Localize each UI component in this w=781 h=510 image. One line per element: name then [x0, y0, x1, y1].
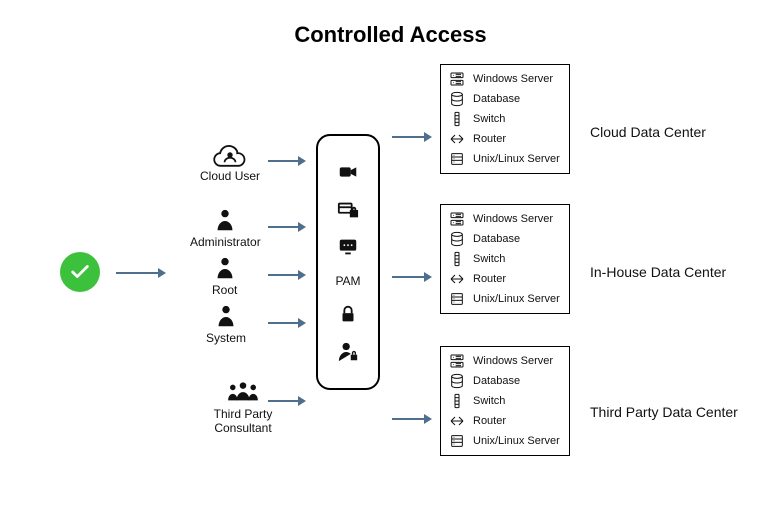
- person-icon: [213, 208, 237, 234]
- dc-text: Unix/Linux Server: [473, 153, 560, 165]
- dc-text: Unix/Linux Server: [473, 435, 560, 447]
- monitor-icon: [337, 236, 359, 258]
- dc-item: Unix/Linux Server: [449, 151, 561, 167]
- server-icon: [449, 211, 465, 227]
- third-party-icon: [224, 380, 262, 406]
- user-label: Root: [212, 284, 237, 298]
- arrow-user-to-pam: [268, 156, 306, 166]
- dc-item: Database: [449, 231, 561, 247]
- dc-item: Unix/Linux Server: [449, 433, 561, 449]
- dc-text: Database: [473, 233, 520, 245]
- user-admin: Administrator: [190, 208, 261, 250]
- switch-icon: [449, 111, 465, 127]
- arrow-user-to-pam: [268, 318, 306, 328]
- card-lock-icon: [337, 199, 359, 221]
- dc-item: Database: [449, 91, 561, 107]
- dc-item: Windows Server: [449, 71, 561, 87]
- dc-text: Unix/Linux Server: [473, 293, 560, 305]
- database-icon: [449, 231, 465, 247]
- router-icon: [449, 413, 465, 429]
- arrow-pam-to-dc: [392, 132, 432, 142]
- switch-icon: [449, 393, 465, 409]
- server-icon: [449, 353, 465, 369]
- dc-item: Switch: [449, 111, 561, 127]
- user-third-party: Third Party Consultant: [198, 380, 288, 436]
- lock-icon: [337, 303, 359, 325]
- user-label: System: [206, 332, 246, 346]
- check-icon: [60, 252, 100, 292]
- user-label: Cloud User: [200, 170, 260, 184]
- database-icon: [449, 91, 465, 107]
- dc-label: In-House Data Center: [590, 264, 740, 282]
- rack-server-icon: [449, 433, 465, 449]
- rack-server-icon: [449, 151, 465, 167]
- switch-icon: [449, 251, 465, 267]
- user-cloud: Cloud User: [200, 142, 260, 184]
- router-icon: [449, 271, 465, 287]
- user-root: Root: [212, 256, 237, 298]
- server-icon: [449, 71, 465, 87]
- pam-label: PAM: [335, 274, 360, 288]
- arrow-user-to-pam: [268, 396, 306, 406]
- pam-box: PAM: [316, 134, 380, 390]
- dc-item: Windows Server: [449, 353, 561, 369]
- dc-text: Router: [473, 133, 506, 145]
- arrow-check-to-users: [116, 268, 166, 278]
- dc-item: Router: [449, 131, 561, 147]
- dc-box: Windows Server Database Switch Router Un…: [440, 346, 570, 456]
- dc-text: Windows Server: [473, 213, 553, 225]
- user-label: Third Party Consultant: [198, 408, 288, 436]
- rack-server-icon: [449, 291, 465, 307]
- cloud-user-icon: [212, 142, 248, 168]
- dc-text: Windows Server: [473, 355, 553, 367]
- dc-text: Switch: [473, 395, 505, 407]
- user-system: System: [206, 304, 246, 346]
- dc-text: Database: [473, 93, 520, 105]
- dc-item: Router: [449, 271, 561, 287]
- arrow-user-to-pam: [268, 270, 306, 280]
- user-label: Administrator: [190, 236, 261, 250]
- dc-text: Router: [473, 273, 506, 285]
- dc-text: Windows Server: [473, 73, 553, 85]
- arrow-user-to-pam: [268, 222, 306, 232]
- person-icon: [213, 256, 237, 282]
- dc-label: Cloud Data Center: [590, 124, 740, 142]
- dc-label: Third Party Data Center: [590, 404, 740, 422]
- dc-item: Database: [449, 373, 561, 389]
- router-icon: [449, 131, 465, 147]
- arrow-pam-to-dc: [392, 272, 432, 282]
- arrow-pam-to-dc: [392, 414, 432, 424]
- dc-box: Windows Server Database Switch Router Un…: [440, 204, 570, 314]
- dc-text: Router: [473, 415, 506, 427]
- dc-text: Switch: [473, 253, 505, 265]
- person-icon: [214, 304, 238, 330]
- person-lock-icon: [337, 341, 359, 363]
- dc-item: Windows Server: [449, 211, 561, 227]
- page-title: Controlled Access: [0, 22, 781, 48]
- dc-item: Switch: [449, 393, 561, 409]
- camera-icon: [337, 161, 359, 183]
- dc-item: Switch: [449, 251, 561, 267]
- dc-item: Unix/Linux Server: [449, 291, 561, 307]
- database-icon: [449, 373, 465, 389]
- dc-text: Database: [473, 375, 520, 387]
- dc-item: Router: [449, 413, 561, 429]
- dc-text: Switch: [473, 113, 505, 125]
- dc-box: Windows Server Database Switch Router Un…: [440, 64, 570, 174]
